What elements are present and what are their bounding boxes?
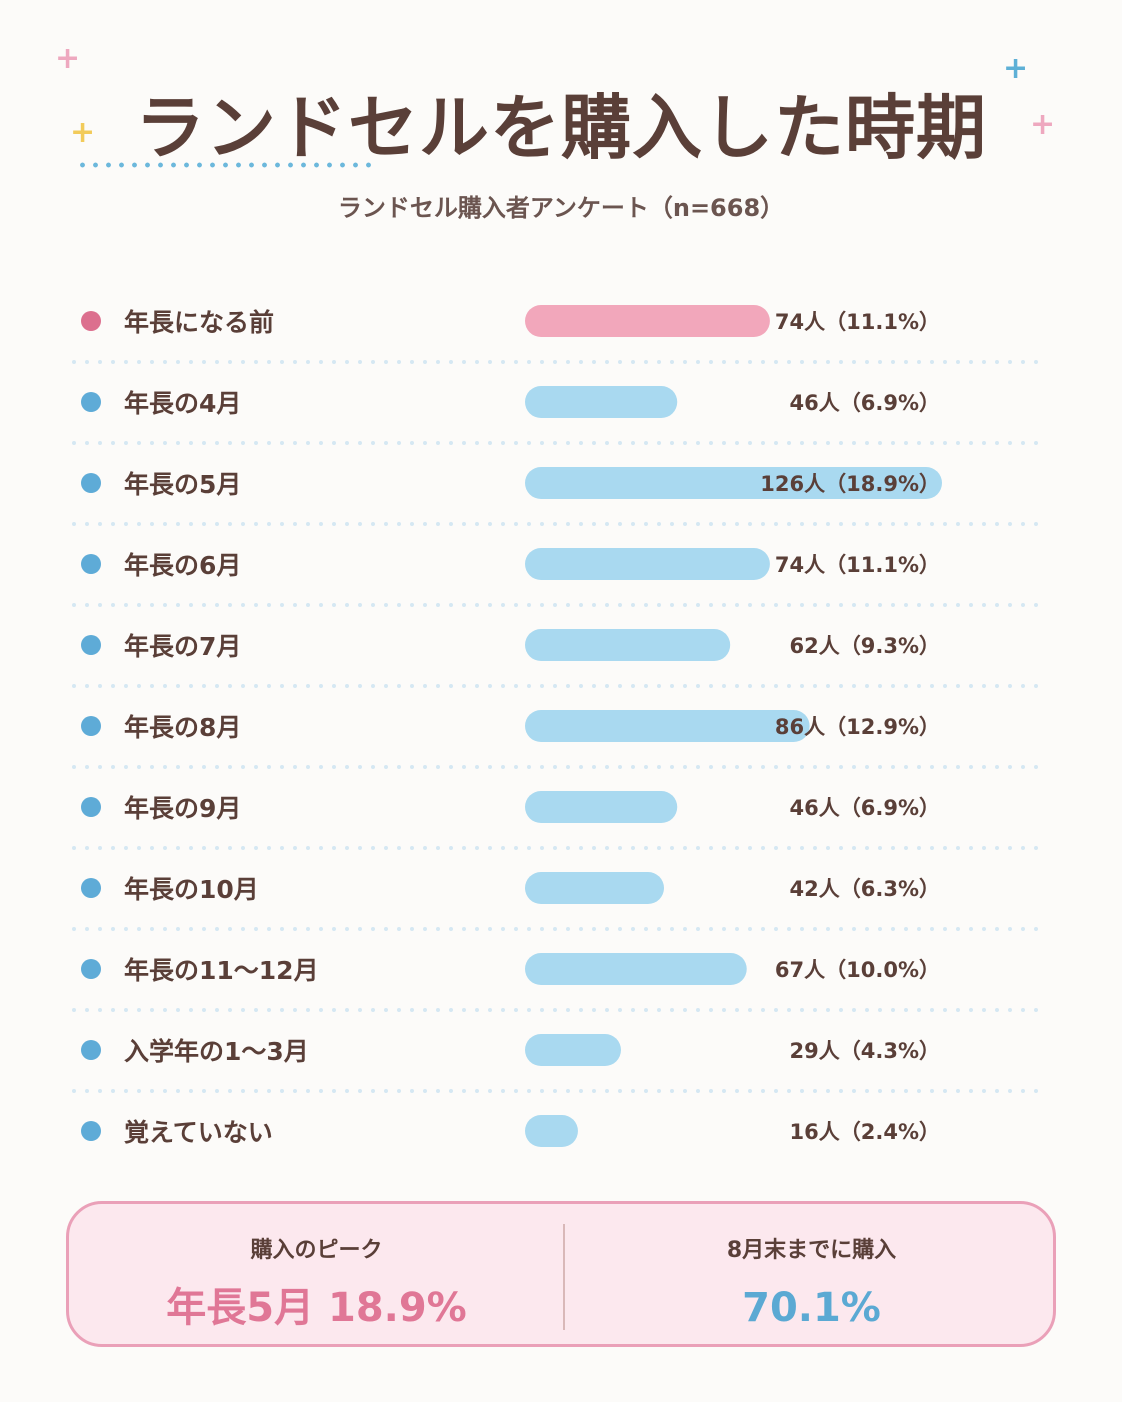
value-label: 29人（4.3%） <box>790 1039 940 1063</box>
summary-august-label: 8月末までに購入 <box>726 1238 897 1263</box>
category-marker <box>81 716 101 736</box>
summary-divider <box>563 1224 565 1330</box>
category-marker <box>81 878 101 898</box>
category-label: 年長になる前 <box>124 308 274 337</box>
value-label: 16人（2.4%） <box>790 1120 940 1144</box>
value-label: 74人（11.1%） <box>775 553 940 577</box>
value-label: 86人（12.9%） <box>775 715 940 739</box>
bar <box>525 305 770 337</box>
category-marker <box>81 554 101 574</box>
bar <box>525 1115 578 1147</box>
category-label: 年長の7月 <box>124 632 241 661</box>
bar-chart: 年長になる前 74人（11.1%） 年長の4月 46人（6.9%） 年長の5月 126人（… <box>72 305 1050 1147</box>
plus-decoration-icon: + <box>70 115 96 150</box>
category-marker <box>81 1040 101 1060</box>
category-label: 覚えていない <box>124 1118 273 1147</box>
bar <box>525 467 942 499</box>
plus-decoration-icon: + <box>1030 107 1056 142</box>
value-label: 46人（6.9%） <box>790 796 940 820</box>
page-subtitle: ランドセル購入者アンケート（n=668） <box>337 194 785 222</box>
category-label: 入学年の1〜3月 <box>124 1037 309 1066</box>
bar <box>525 1034 621 1066</box>
category-label: 年長の6月 <box>124 551 241 580</box>
bar <box>525 953 747 985</box>
bar <box>525 548 770 580</box>
plus-decoration-icon: + <box>1003 51 1029 86</box>
value-label: 62人（9.3%） <box>790 634 940 658</box>
category-marker <box>81 392 101 412</box>
category-label: 年長の10月 <box>124 875 259 904</box>
value-label: 74人（11.1%） <box>775 310 940 334</box>
bar <box>525 386 678 418</box>
value-label: 126人（18.9%） <box>760 472 940 496</box>
category-marker <box>81 311 101 331</box>
value-label: 42人（6.3%） <box>790 877 940 901</box>
summary-august: 8月末までに購入 70.1% <box>564 1204 1059 1350</box>
category-label: 年長の8月 <box>124 713 241 742</box>
bar <box>525 791 678 823</box>
category-marker <box>81 797 101 817</box>
category-marker <box>81 1121 101 1141</box>
category-label: 年長の5月 <box>124 470 241 499</box>
category-marker <box>81 473 101 493</box>
dotted-underline <box>76 162 372 168</box>
page-title: ランドセルを購入した時期 <box>135 87 987 169</box>
summary-peak: 購入のピーク 年長5月 18.9% <box>69 1204 564 1350</box>
category-label: 年長の9月 <box>124 794 241 823</box>
category-marker <box>81 959 101 979</box>
value-label: 67人（10.0%） <box>775 958 940 982</box>
bar <box>525 629 731 661</box>
bar <box>525 872 664 904</box>
bar <box>525 710 810 742</box>
category-label: 年長の11〜12月 <box>124 956 319 985</box>
value-label: 46人（6.9%） <box>790 391 940 415</box>
summary-peak-value: 年長5月 18.9% <box>166 1285 467 1331</box>
summary-august-value: 70.1% <box>742 1285 881 1331</box>
plus-decoration-icon: + <box>55 41 81 76</box>
summary-peak-label: 購入のピーク <box>250 1238 383 1263</box>
category-label: 年長の4月 <box>124 389 241 418</box>
summary-panel: 購入のピーク 年長5月 18.9% 8月末までに購入 70.1% <box>66 1201 1056 1347</box>
category-marker <box>81 635 101 655</box>
